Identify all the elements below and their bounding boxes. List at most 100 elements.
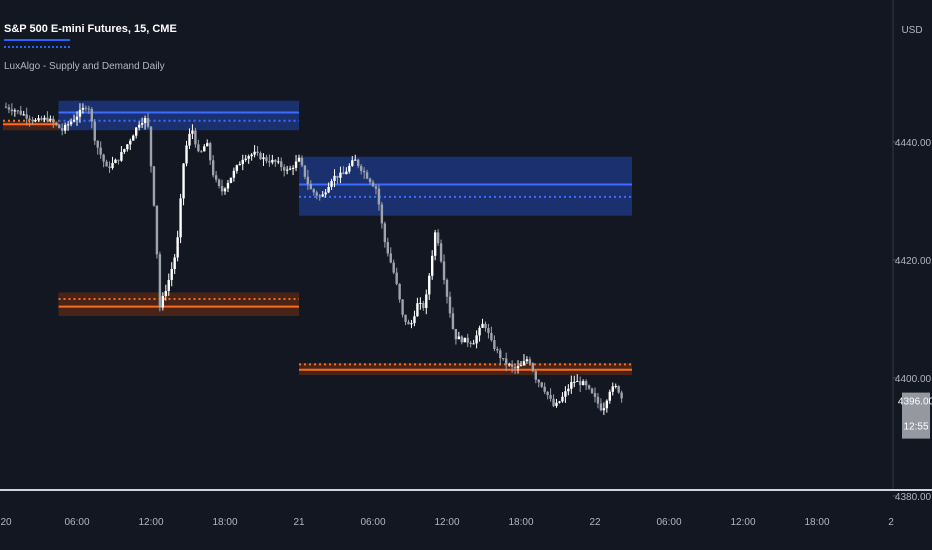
candle-body: [567, 388, 570, 392]
candle-body: [445, 279, 449, 297]
legend-supply-line-swatch: [4, 39, 70, 41]
candle-body: [167, 279, 170, 292]
candle-body: [499, 350, 502, 359]
candle-body: [466, 337, 469, 343]
candle-body: [425, 294, 428, 309]
candle-body: [484, 323, 487, 329]
candle-body: [303, 165, 307, 177]
candle-body: [262, 157, 265, 160]
candle-body: [16, 110, 19, 112]
candle-body: [75, 116, 79, 120]
candle-body: [386, 242, 389, 254]
candle-body: [7, 107, 11, 110]
candle-body: [581, 381, 585, 386]
candle-body: [371, 182, 375, 187]
candle-body: [158, 254, 162, 308]
candle-body: [383, 223, 387, 243]
candle-body: [277, 161, 280, 163]
candle-body: [34, 120, 37, 122]
price-tick-label: 4440.00: [895, 138, 932, 149]
candle-body: [442, 261, 446, 280]
candle-body: [439, 243, 443, 262]
candle-body: [291, 167, 295, 169]
candle-body: [164, 291, 167, 296]
supply-zone-0: [58, 100, 299, 131]
candle-body: [419, 302, 422, 304]
candle-body: [510, 364, 514, 367]
candle-body: [469, 342, 472, 345]
candle-body: [431, 255, 434, 276]
candle-body: [105, 161, 108, 167]
candle-body: [250, 154, 253, 157]
time-tick-label: 2: [888, 517, 894, 528]
candle-body: [13, 110, 17, 112]
candle-body: [416, 303, 419, 317]
candle-body: [43, 117, 46, 120]
candle-body: [552, 398, 555, 407]
candle-body: [576, 381, 579, 383]
candle-body: [534, 371, 537, 380]
candle-body: [596, 396, 600, 404]
candle-body: [217, 179, 221, 186]
candle-body: [333, 175, 336, 181]
candle-body: [78, 109, 82, 117]
candle-body: [280, 161, 283, 168]
candle-body: [135, 127, 138, 136]
candle-body: [507, 364, 511, 366]
candle-body: [614, 386, 617, 388]
candle-body: [620, 392, 623, 399]
candle-body: [374, 186, 378, 189]
candle-body: [351, 160, 354, 166]
candle-body: [4, 106, 8, 108]
chart-legend: S&P 500 E-mini Futures, 15, CME LuxAlgo …: [4, 22, 177, 74]
last-price-label: 4396.00: [898, 397, 932, 408]
candle-body: [297, 157, 301, 162]
candle-body: [555, 402, 558, 407]
candle-body: [519, 365, 523, 367]
candle-body: [348, 165, 351, 172]
candle-body: [365, 172, 369, 179]
candle-body: [321, 194, 324, 197]
candle-body: [599, 403, 603, 411]
candle-body: [608, 391, 611, 401]
candle-body: [99, 147, 102, 155]
candle-body: [182, 163, 185, 199]
candle-body: [309, 184, 313, 190]
candle-body: [129, 140, 132, 145]
indicator-title[interactable]: LuxAlgo - Supply and Demand Daily: [4, 61, 165, 72]
symbol-title[interactable]: S&P 500 E-mini Futures, 15, CME: [4, 23, 177, 35]
candle-body: [380, 204, 384, 224]
candle-body: [46, 117, 49, 121]
candle-body: [271, 159, 274, 163]
candle-body: [324, 192, 327, 195]
candle-body: [256, 151, 259, 154]
candle-body: [540, 382, 543, 387]
candle-body: [407, 321, 410, 325]
time-tick-label: 18:00: [212, 517, 237, 528]
candle-body: [191, 130, 194, 134]
candle-body: [472, 343, 475, 345]
demand-zone-3: [58, 292, 299, 317]
candle-body: [37, 118, 40, 121]
candle-body: [315, 192, 318, 196]
candle-body: [602, 408, 606, 411]
candle-body: [611, 386, 614, 392]
candle-body: [31, 119, 34, 122]
candle-body: [457, 336, 461, 340]
candle-body: [40, 118, 43, 120]
candle-body: [194, 130, 197, 145]
candle-body: [176, 237, 179, 258]
candle-body: [146, 118, 150, 127]
candle-body: [543, 386, 546, 392]
candle-body: [209, 143, 212, 161]
candle-body: [546, 391, 549, 396]
candle-body: [345, 171, 348, 175]
candle-body: [102, 154, 105, 162]
candle-body: [318, 195, 321, 197]
candle-body: [69, 121, 73, 125]
candle-body: [428, 275, 431, 295]
candle-body: [359, 165, 363, 171]
candle-body: [587, 385, 591, 389]
candle-body: [584, 381, 588, 386]
